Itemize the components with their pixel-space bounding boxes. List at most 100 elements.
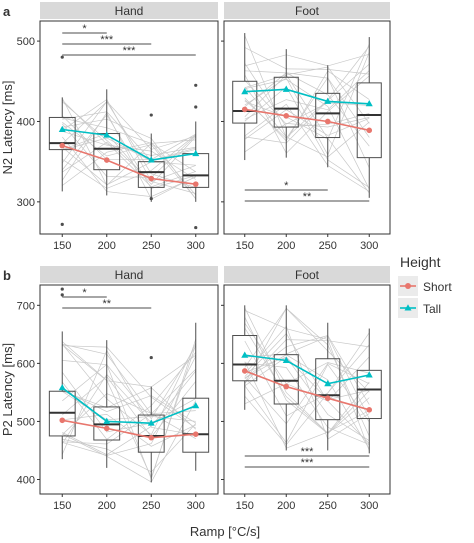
series-point-short: [192, 181, 199, 187]
subject-line: [244, 362, 370, 425]
box-200: [273, 49, 299, 158]
box-250: [315, 65, 341, 168]
series-point-tall: [282, 356, 290, 363]
series-point-tall: [324, 379, 332, 387]
box-iqr: [232, 80, 258, 124]
panel-letter: a: [3, 4, 11, 19]
subject-line: [244, 307, 370, 393]
y-axis-label: N2 Latency [ms]: [0, 81, 15, 175]
subject-line: [244, 356, 370, 441]
subject-line: [244, 63, 370, 144]
series-line-tall: [61, 387, 197, 425]
x-tick-label: 300: [187, 500, 205, 512]
x-axis-label: Ramp [°C/s]: [190, 524, 260, 539]
y-tick-label: 400: [17, 116, 35, 128]
series-point-short: [103, 157, 110, 163]
subject-line: [62, 101, 196, 182]
subject-line: [62, 345, 197, 420]
series-point-tall: [58, 125, 66, 133]
facet-label: Foot: [295, 268, 320, 282]
series-point-short: [366, 407, 373, 413]
significance-label: ***: [301, 446, 315, 458]
outlier-point: [60, 287, 64, 291]
x-tick-label: 300: [360, 240, 378, 252]
series-point-tall: [241, 87, 249, 95]
series-line-short: [244, 108, 370, 132]
legend-label-tall: Tall: [423, 302, 441, 316]
series-point-tall: [192, 149, 200, 157]
box-iqr: [137, 414, 165, 453]
box-iqr: [356, 369, 382, 420]
series-line-tall: [62, 128, 196, 161]
series-point-short: [283, 383, 290, 390]
x-tick-label: 200: [98, 240, 116, 252]
subject-line: [244, 363, 370, 444]
subject-line: [244, 43, 370, 140]
x-tick-label: 300: [187, 240, 205, 252]
subject-line: [62, 136, 196, 197]
subject-line: [244, 310, 370, 451]
subject-line: [244, 103, 370, 192]
subject-line: [62, 391, 196, 422]
y-axis-label: P2 Latency [ms]: [0, 343, 15, 436]
subject-line: [62, 111, 196, 161]
significance-label: **: [102, 298, 111, 310]
box-iqr: [315, 92, 341, 139]
significance-label: *: [284, 180, 289, 192]
subject-line: [244, 325, 370, 440]
series-point-short: [241, 368, 248, 374]
subject-line: [62, 122, 197, 200]
panel-letter: b: [3, 268, 11, 283]
subject-line: [62, 99, 196, 156]
outlier-point: [60, 293, 64, 297]
box-iqr: [232, 335, 258, 382]
x-tick-label: 150: [236, 500, 254, 512]
panel-4: Foot 150 200 250 300 ******: [221, 266, 391, 512]
legend-key-short-marker: [405, 283, 411, 289]
subject-line: [62, 118, 197, 200]
facet-label: Hand: [115, 268, 144, 282]
subject-line: [244, 323, 370, 385]
series-line-short: [244, 370, 370, 411]
subject-line: [62, 423, 197, 473]
series-point-tall: [192, 401, 200, 409]
series-point-short: [366, 127, 373, 134]
box-iqr: [48, 116, 76, 151]
x-tick-label: 250: [319, 500, 337, 512]
legend-key-tall-marker: [404, 304, 412, 311]
series-point-short: [59, 417, 66, 424]
box-300: [356, 37, 382, 198]
box-200: [93, 340, 121, 468]
facet-strip: [224, 266, 390, 283]
box-250: [137, 355, 165, 483]
outlier-point: [194, 225, 198, 230]
significance-label: **: [303, 191, 312, 203]
subject-line: [244, 339, 370, 384]
subject-line: [244, 332, 370, 446]
x-tick-label: 250: [142, 240, 160, 252]
facet-strip: [40, 2, 218, 19]
series-point-tall: [103, 131, 111, 138]
box-200: [273, 305, 299, 451]
facet-strip: [40, 266, 218, 283]
x-tick-label: 150: [53, 240, 71, 252]
subject-line: [244, 86, 370, 188]
facet-label: Foot: [295, 4, 320, 18]
subject-line: [61, 97, 196, 186]
legend-label-short: Short: [423, 280, 452, 294]
series-line-short: [62, 419, 196, 439]
series-line-tall: [244, 354, 370, 385]
significance-label: *: [82, 23, 87, 35]
y-tick-label: 500: [17, 36, 35, 48]
subject-line: [244, 79, 370, 190]
x-tick-label: 200: [277, 500, 295, 512]
series-point-short: [241, 106, 248, 113]
box-iqr: [356, 82, 382, 159]
subject-line: [62, 400, 197, 483]
box-150: [232, 305, 258, 410]
series-point-tall: [365, 99, 373, 107]
series-line-tall: [244, 88, 370, 105]
series-point-tall: [241, 351, 249, 358]
subject-line: [62, 372, 196, 433]
